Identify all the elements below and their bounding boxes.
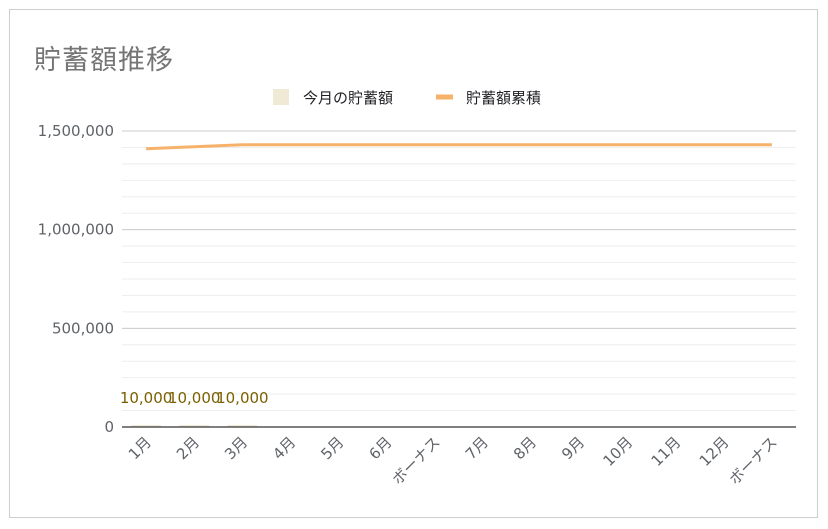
legend-swatch-bar — [273, 89, 289, 105]
x-tick-label: 1月 — [125, 433, 155, 463]
x-tick-label: 7月 — [462, 433, 492, 463]
x-tick-label: 12月 — [696, 433, 733, 470]
x-tick-label: 11月 — [648, 433, 685, 470]
y-tick-label: 1,500,000 — [38, 122, 114, 140]
bar-data-label: 10,000 — [216, 389, 269, 407]
legend-label-bar: 今月の貯蓄額 — [303, 89, 393, 107]
x-tick-label: 6月 — [366, 433, 396, 463]
x-tick-label: 4月 — [269, 433, 299, 463]
bar — [131, 425, 161, 427]
x-tick-label: 8月 — [510, 433, 540, 463]
bar-data-label: 10,000 — [120, 389, 173, 407]
x-tick-label: 9月 — [558, 433, 588, 463]
x-tick-label: 2月 — [173, 433, 203, 463]
bar — [227, 425, 258, 427]
y-tick-label: 0 — [104, 418, 114, 436]
legend-label-line: 貯蓄額累積 — [466, 89, 541, 107]
bar — [179, 425, 210, 427]
series-line-cumulative — [146, 143, 772, 151]
x-tick-label: 3月 — [221, 433, 251, 463]
y-tick-label: 500,000 — [52, 319, 114, 337]
bar-data-label: 10,000 — [168, 389, 221, 407]
chart-card: 貯蓄額推移 — [9, 9, 818, 518]
x-tick-label: ボーナス — [389, 433, 444, 488]
chart-title: 貯蓄額推移 — [34, 45, 174, 76]
y-tick-label: 1,000,000 — [38, 221, 114, 239]
x-tick-label: 10月 — [599, 433, 636, 470]
x-tick-label: 5月 — [317, 433, 347, 463]
x-tick-label: ボーナス — [726, 433, 781, 488]
